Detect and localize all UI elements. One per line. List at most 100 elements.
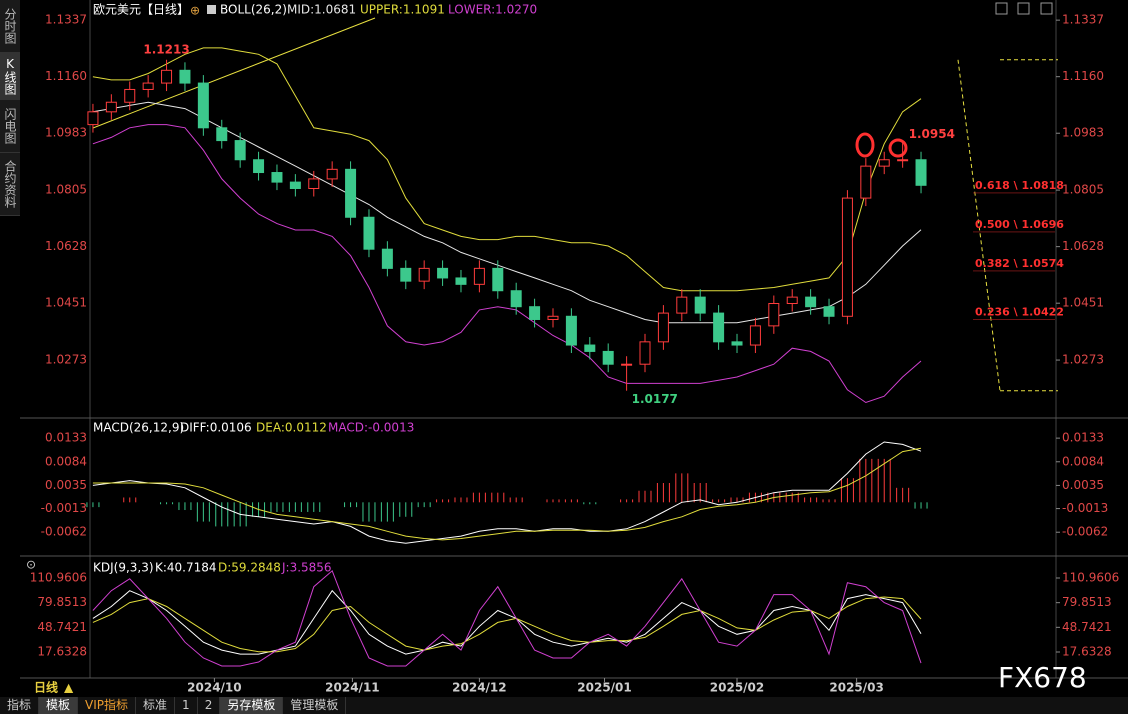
tab[interactable]: 标准: [136, 697, 176, 714]
candle-body: [271, 172, 283, 183]
sidebar-tab[interactable]: K线图: [0, 53, 20, 100]
tab[interactable]: VIP指标: [78, 697, 137, 714]
y-tick-label: 1.0628: [45, 239, 87, 253]
watermark: FX678: [998, 661, 1087, 694]
period-arrow[interactable]: ▲: [64, 681, 74, 695]
y-tick-label: 1.0805: [45, 183, 87, 197]
y-tick-label: 17.6328: [1062, 644, 1112, 658]
price-annotation: 1.0177: [632, 392, 678, 406]
window-buttons[interactable]: [995, 2, 1053, 15]
y-tick-label: 1.0273: [45, 353, 87, 367]
x-tick-label: 2024/12: [452, 681, 506, 695]
candle-body: [915, 159, 927, 186]
highlight-circle: [888, 138, 908, 158]
candle-body: [197, 82, 209, 129]
x-tick-label: 2024/10: [187, 681, 241, 695]
y-tick-label: -0.0013: [41, 501, 87, 515]
candle-body: [639, 341, 651, 365]
indicator-icon: ⊙: [26, 558, 36, 572]
indicator-line: [92, 569, 922, 667]
candle-body: [657, 312, 669, 343]
candle-body: [602, 350, 614, 365]
candle-body: [841, 197, 853, 317]
candle-body: [860, 165, 872, 199]
candle-body: [621, 363, 633, 366]
candle-body: [142, 82, 154, 90]
price-annotation: 1.1213: [143, 42, 189, 56]
indicator-line: [92, 124, 922, 404]
y-tick-label: 0.0035: [1062, 478, 1104, 492]
candle-body: [529, 306, 541, 320]
y-tick-label: 0.0133: [45, 431, 87, 445]
y-tick-label: 110.9606: [30, 571, 87, 585]
candle-body: [400, 267, 412, 282]
candle-body: [492, 267, 504, 292]
y-tick-label: 1.1160: [45, 69, 87, 83]
x-tick-label: 2025/02: [710, 681, 764, 695]
candle-body: [161, 69, 173, 84]
candle-body: [455, 277, 467, 285]
x-tick-label: 2025/03: [829, 681, 883, 695]
sidebar-tab[interactable]: 分时图: [0, 0, 20, 53]
candle-body: [87, 111, 99, 126]
y-tick-label: 1.0273: [1062, 353, 1104, 367]
indicator-line: [92, 441, 922, 544]
tab[interactable]: 模板: [39, 697, 79, 714]
candle-body: [713, 312, 725, 343]
y-tick-label: 1.0805: [1062, 183, 1104, 197]
tab[interactable]: 2: [198, 697, 221, 714]
legend-entry: D:59.2848: [218, 561, 281, 575]
price-annotation: 1.0954: [909, 127, 955, 141]
candle-body: [749, 325, 761, 346]
candle-body: [878, 159, 890, 167]
y-tick-label: 79.8513: [1062, 595, 1112, 609]
legend-entry: LOWER:1.0270: [448, 3, 537, 17]
tab[interactable]: 另存模板: [220, 697, 284, 714]
tab[interactable]: 指标: [0, 697, 40, 714]
legend-entry: MID:1.0681: [287, 3, 356, 17]
bottom-tabs: 指标 模板 VIP指标 标准 1 2 另存模板 管理模板: [0, 697, 1128, 714]
y-tick-label: 48.7421: [1062, 620, 1112, 634]
candle-body: [547, 315, 559, 320]
candle-body: [418, 267, 430, 282]
candle-body: [676, 296, 688, 314]
candle-body: [326, 168, 338, 180]
candle-body: [473, 267, 485, 285]
highlight-circle: [855, 132, 875, 158]
y-tick-label: -0.0062: [41, 525, 87, 539]
tab[interactable]: 1: [175, 697, 198, 714]
tab[interactable]: 管理模板: [283, 697, 347, 714]
legend-entry: DIFF:0.0106: [180, 421, 252, 435]
sidebar-tab[interactable]: 合约资料: [0, 153, 20, 216]
candle-body: [105, 101, 117, 113]
candle-body: [510, 290, 522, 308]
fib-level-label: 0.236 \ 1.0422: [975, 305, 1064, 318]
candle-body: [694, 296, 706, 314]
indicator-name: BOLL(26,2): [220, 3, 287, 17]
y-tick-label: 0.0035: [45, 478, 87, 492]
y-tick-label: 1.1337: [1062, 13, 1104, 27]
y-tick-label: -0.0013: [1062, 501, 1108, 515]
indicator-icon: [207, 5, 216, 14]
candle-body: [179, 69, 191, 84]
period-label[interactable]: 日线: [34, 680, 58, 695]
candle-body: [437, 267, 449, 279]
y-tick-label: 0.0084: [45, 454, 87, 468]
indicator-line: [92, 596, 922, 653]
candle-body: [216, 127, 228, 142]
y-tick-label: 0.0084: [1062, 454, 1104, 468]
settings-icon[interactable]: ⊕: [190, 4, 200, 18]
chart-title: 欧元美元【日线】: [93, 3, 189, 17]
indicator-line: [92, 101, 922, 324]
candle-body: [584, 344, 596, 352]
trend-line: [92, 17, 376, 129]
candle-body: [124, 88, 136, 103]
sidebar-tab[interactable]: 闪电图: [0, 100, 20, 153]
candle-body: [345, 168, 357, 218]
y-tick-label: 1.1160: [1062, 69, 1104, 83]
legend-entry: UPPER:1.1091: [360, 3, 445, 17]
candle-body: [731, 341, 743, 346]
candle-body: [308, 178, 320, 189]
y-tick-label: 48.7421: [37, 620, 87, 634]
